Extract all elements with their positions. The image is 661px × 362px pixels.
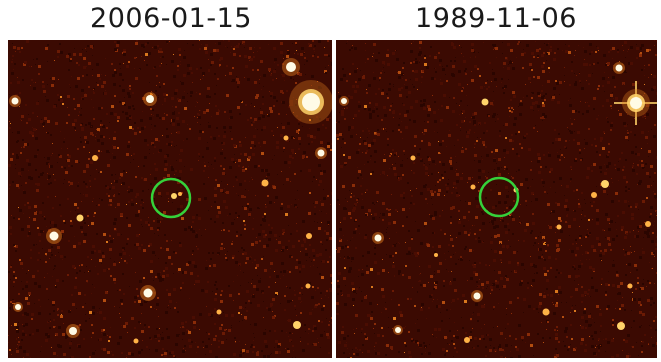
sky-image-2006 [8, 40, 332, 358]
star [76, 214, 84, 222]
target-marker-circle [150, 177, 192, 219]
left-panel-date-title: 2006-01-15 [90, 3, 252, 34]
star [556, 224, 562, 230]
star [464, 337, 470, 343]
star [645, 221, 651, 227]
star [9, 95, 21, 107]
star [339, 96, 349, 106]
star [393, 325, 403, 335]
star [617, 322, 625, 330]
right-panel-date-title: 1989-11-06 [415, 3, 577, 34]
star [66, 324, 80, 338]
star [471, 290, 483, 302]
star [143, 92, 157, 106]
star [283, 135, 289, 141]
star [306, 233, 312, 239]
star [542, 308, 550, 316]
star [140, 285, 156, 301]
star [261, 179, 269, 187]
star [171, 192, 182, 199]
star [434, 253, 438, 257]
star [282, 58, 300, 76]
bright-star [614, 81, 657, 125]
star [216, 309, 222, 315]
star-field-left [8, 40, 332, 358]
star [601, 180, 609, 188]
star [627, 283, 633, 289]
star [315, 147, 327, 159]
star [410, 155, 416, 161]
star [289, 80, 332, 124]
star [13, 302, 23, 312]
background-noise [336, 40, 657, 358]
star [372, 232, 384, 244]
target-marker-circle [478, 176, 520, 218]
background-noise [8, 40, 332, 358]
star [591, 192, 597, 198]
star [293, 321, 301, 329]
star [613, 62, 625, 74]
star-field-right [336, 40, 657, 358]
sky-image-1989 [336, 40, 657, 358]
star [470, 184, 476, 190]
stars-left [9, 58, 332, 344]
star [92, 155, 98, 161]
star [481, 98, 489, 106]
star [46, 228, 62, 244]
stars-right [339, 62, 657, 343]
star [133, 338, 139, 344]
star [305, 283, 311, 289]
